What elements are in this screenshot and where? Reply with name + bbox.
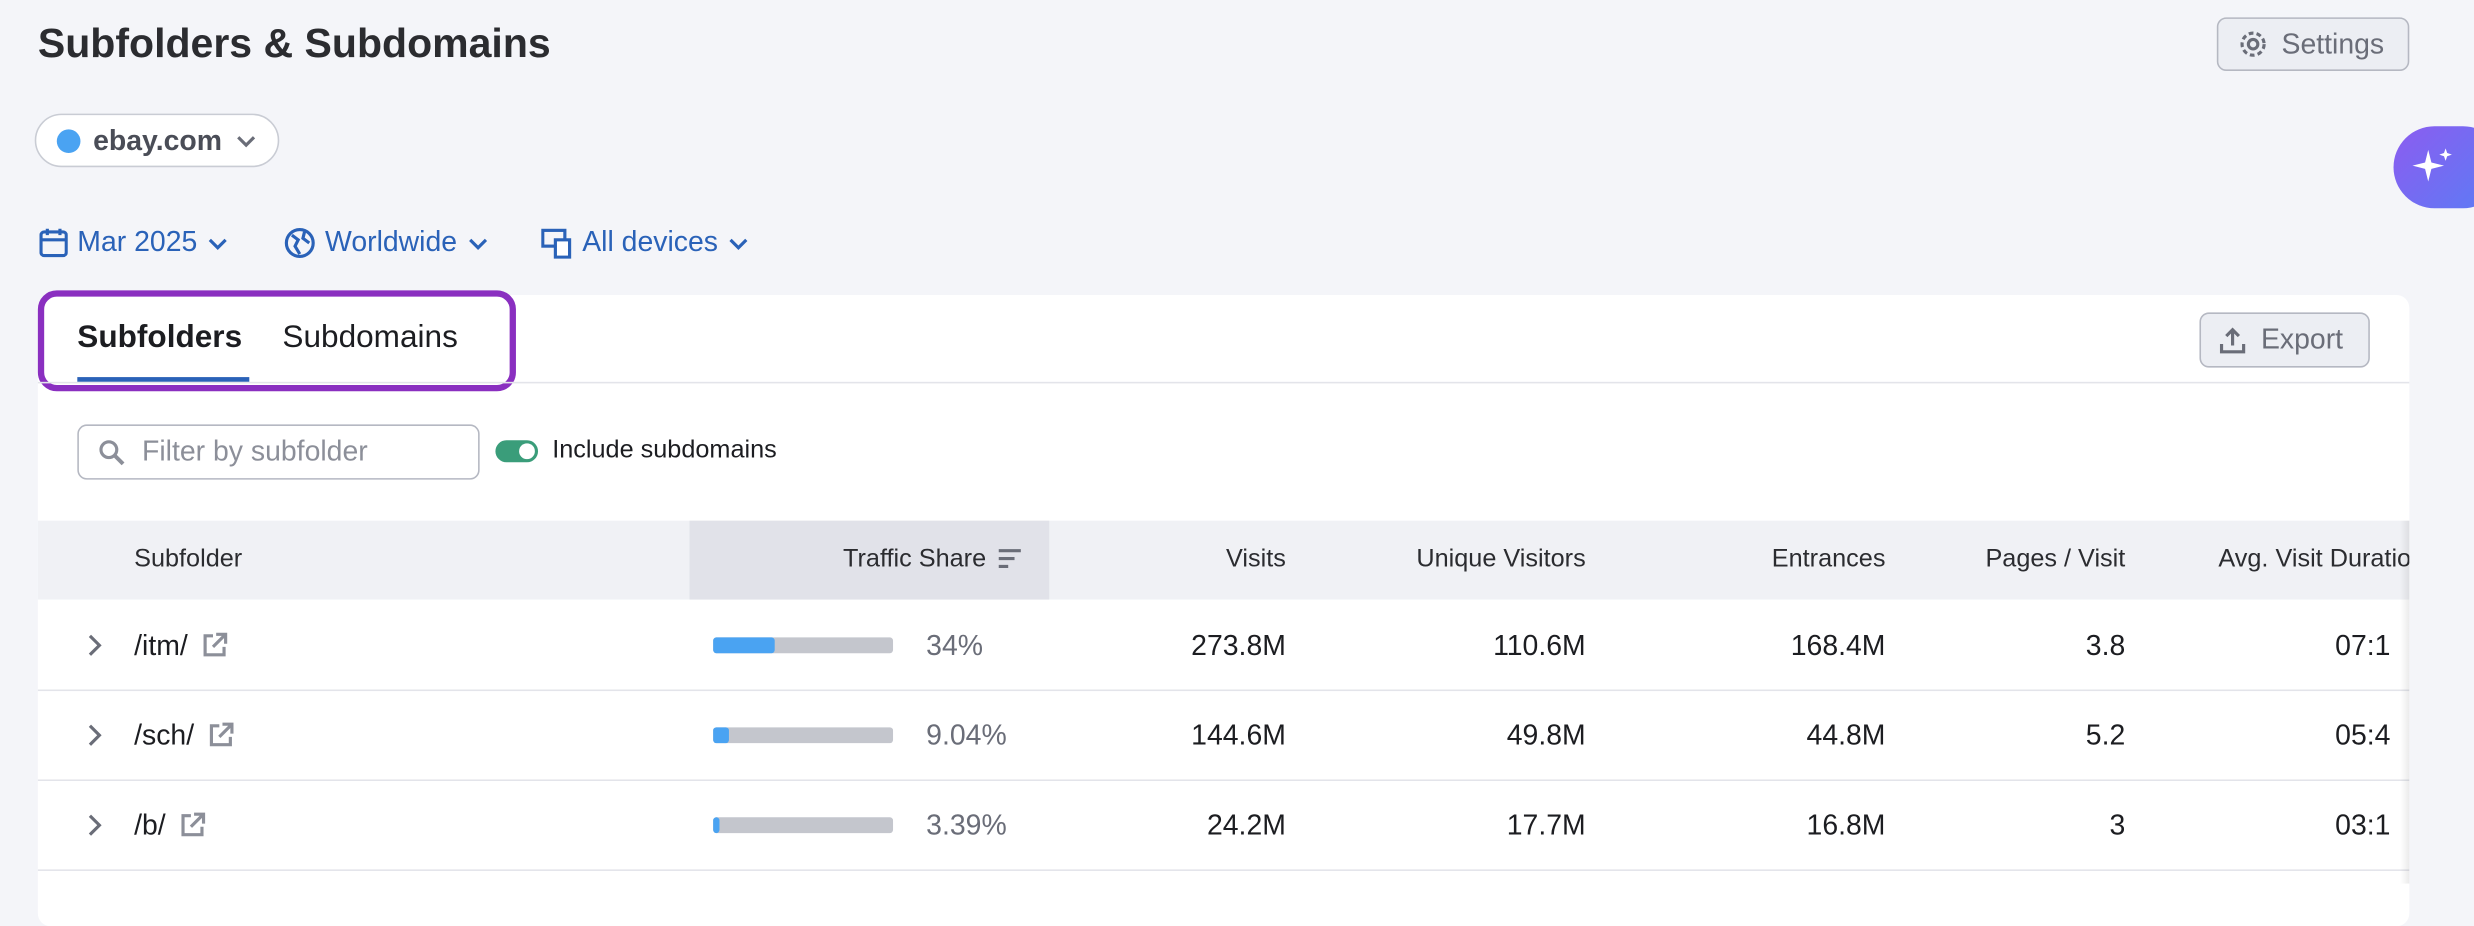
row-line — [37, 689, 2410, 692]
export-button[interactable]: Export — [2199, 312, 2370, 368]
external-link-icon[interactable] — [207, 721, 235, 749]
cell-unique: 17.7M — [1506, 809, 1586, 841]
settings-button[interactable]: Settings — [2216, 17, 2410, 72]
cell-duration: 07:1 — [2335, 629, 2391, 662]
divider — [37, 381, 2410, 384]
cell-duration: 03:1 — [2335, 809, 2391, 841]
tab[interactable]: Subdomains — [282, 320, 458, 356]
column-header: Unique Visitors — [1416, 545, 1586, 573]
chevron — [468, 237, 487, 250]
cell-unique: 49.8M — [1506, 719, 1586, 752]
device-label: All devices — [582, 225, 718, 258]
search-icon — [99, 439, 125, 465]
cell-entrances: 44.8M — [1806, 719, 1886, 752]
domain-selector[interactable]: ebay.com — [34, 113, 280, 168]
tab-underline — [77, 377, 250, 382]
subfolder-name: /sch/ — [134, 719, 235, 751]
search-input[interactable]: Filter by subfolder — [77, 424, 480, 480]
export-icon — [2219, 326, 2246, 353]
expand-chevron — [85, 813, 104, 846]
tab-active[interactable]: Subfolders — [77, 320, 243, 356]
column-header: Traffic Share — [843, 545, 987, 573]
external-link-icon[interactable] — [200, 631, 228, 659]
subfolder-name: /itm/ — [134, 629, 229, 662]
column-header: Entrances — [1771, 545, 1886, 573]
toggle-label: Include subdomains — [552, 437, 777, 464]
devices-icon — [541, 227, 572, 258]
domain-label: ebay.com — [93, 123, 223, 156]
share-bar — [713, 817, 720, 834]
page-title: Subfolders & Subdomains — [37, 18, 551, 67]
search-placeholder: Filter by subfolder — [142, 435, 368, 468]
share-bar — [713, 637, 775, 654]
settings-label: Settings — [2281, 27, 2385, 60]
share-label: 34% — [926, 629, 984, 662]
cell-visits: 273.8M — [1191, 629, 1286, 662]
column-header: Subfolder — [134, 545, 243, 573]
share-bar-track — [713, 817, 894, 834]
share-label: 3.39% — [926, 809, 1007, 841]
sparkle-icon — [2412, 148, 2452, 182]
globe-icon — [284, 227, 315, 258]
calendar-icon — [39, 227, 68, 257]
toggle[interactable] — [495, 440, 539, 463]
expand-chevron — [85, 723, 104, 756]
cell-unique: 110.6M — [1493, 629, 1586, 662]
subfolder-link[interactable]: /sch/ — [134, 719, 195, 752]
sort-icon — [997, 547, 1022, 577]
subfolder-name: /b/ — [134, 809, 207, 841]
device-filter[interactable]: All devices — [541, 226, 749, 259]
date-filter[interactable]: Mar 2025 — [39, 226, 228, 259]
region-filter[interactable]: Worldwide — [284, 226, 489, 259]
app: Subfolders & Subdomains Settings ebay.co… — [34, 17, 2474, 926]
row-line — [37, 779, 2410, 782]
scroll-shadow — [2399, 520, 2410, 884]
table-header — [37, 520, 2410, 600]
subfolder-link[interactable]: /itm/ — [134, 629, 188, 662]
cell-entrances: 168.4M — [1790, 629, 1886, 662]
chevron — [729, 237, 748, 250]
share-bar — [713, 727, 730, 744]
table-card — [37, 295, 2410, 926]
column-header: Avg. Visit Duratio — [2218, 545, 2410, 573]
chevron — [236, 136, 255, 148]
subfolder-link[interactable]: /b/ — [134, 809, 166, 841]
column-header: Pages / Visit — [1985, 545, 2126, 573]
cell-pages: 5.2 — [2085, 719, 2126, 752]
share-bar-track — [713, 727, 894, 744]
date-label: Mar 2025 — [77, 225, 198, 258]
cell-visits: 144.6M — [1191, 719, 1286, 752]
cell-duration: 05:4 — [2335, 719, 2391, 752]
cell-pages: 3 — [2109, 809, 2126, 841]
chevron — [208, 237, 227, 250]
external-link-icon[interactable] — [178, 811, 206, 839]
row-line — [37, 869, 2410, 871]
cell-entrances: 16.8M — [1806, 809, 1886, 841]
ai-button[interactable] — [2393, 126, 2474, 209]
highlight-box — [37, 290, 516, 392]
domain-dot — [56, 128, 81, 153]
share-label: 9.04% — [926, 719, 1007, 752]
expand-chevron — [85, 633, 104, 666]
cell-pages: 3.8 — [2085, 629, 2126, 662]
export-label: Export — [2260, 323, 2344, 356]
cell-visits: 24.2M — [1206, 809, 1286, 841]
gear-icon — [2240, 31, 2266, 57]
region-label: Worldwide — [325, 225, 458, 258]
sorted-column-header — [689, 520, 1050, 600]
column-header: Visits — [1226, 545, 1286, 573]
page: {"header":{"title":"Subfolders & Subdoma… — [34, 17, 2474, 926]
